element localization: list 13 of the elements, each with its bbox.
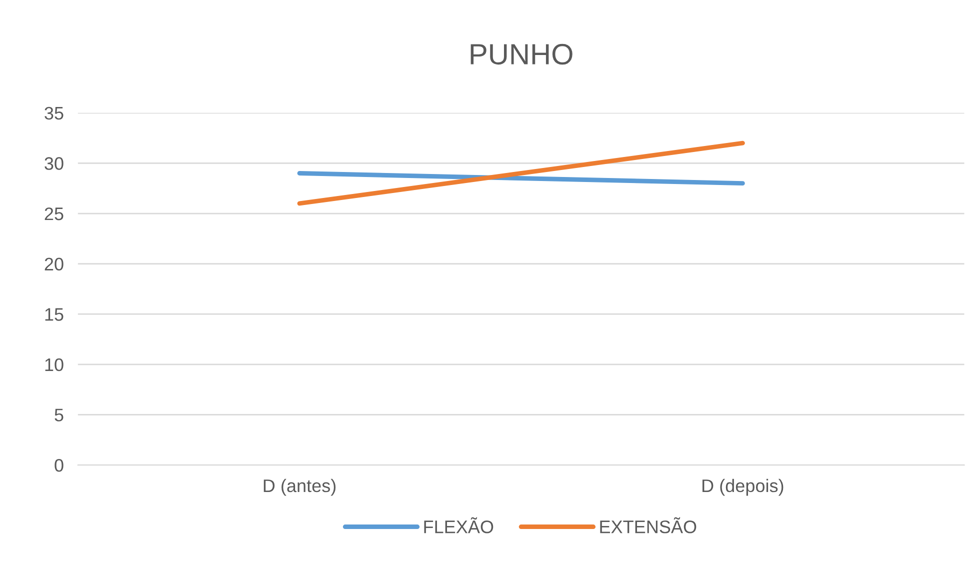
y-tick-label: 25 [44, 207, 64, 220]
legend-label: EXTENSÃO [600, 517, 696, 534]
x-tick-label: D (depois) [702, 478, 784, 496]
x-tick-label: D (antes) [264, 478, 336, 496]
y-tick-label: 30 [44, 157, 64, 170]
y-tick-label: 35 [44, 106, 64, 120]
y-tick-label: 0 [54, 458, 64, 472]
y-tick-label: 5 [54, 408, 64, 422]
y-tick-label: 15 [45, 308, 64, 321]
y-tick-label: 20 [44, 258, 64, 271]
legend-label: FLEXÃO [424, 517, 494, 534]
y-tick-label: 10 [45, 358, 64, 372]
chart-title: PUNHO [470, 44, 572, 65]
